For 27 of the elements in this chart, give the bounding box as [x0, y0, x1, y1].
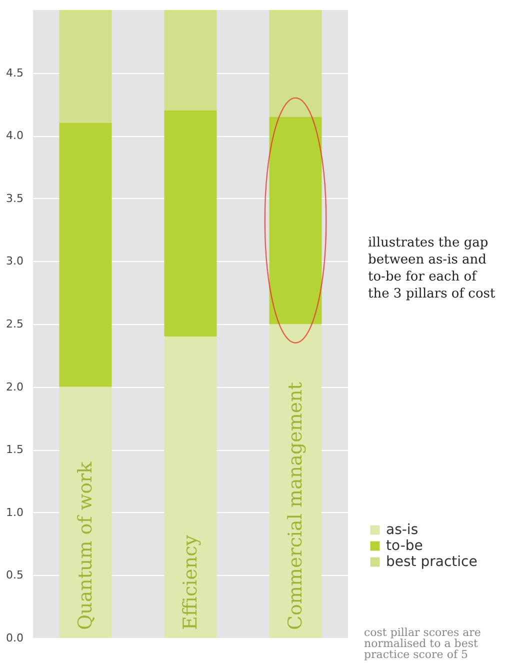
x-tick-label: Efficiency: [180, 534, 202, 630]
bar: [164, 110, 217, 337]
x-tick-label: Quantum of work: [74, 461, 96, 630]
legend-label: best practice: [386, 554, 478, 570]
bar: [164, 10, 217, 110]
bar: [269, 10, 322, 117]
y-tick-label: 2.5: [6, 318, 24, 330]
y-tick-label: 0.5: [6, 568, 24, 582]
bar: [59, 386, 112, 638]
bar: [59, 10, 112, 124]
legend-label: to-be: [386, 538, 423, 554]
bar: [269, 324, 322, 638]
bar: [59, 123, 112, 387]
y-tick-label: 4.5: [6, 66, 24, 80]
bar: [164, 336, 217, 638]
text: illustrates the gap between as-is and to-be for each of the 3 pillars of cost: [368, 235, 496, 302]
y-tick-label: 2.0: [6, 380, 24, 394]
y-tick-label: 4.0: [6, 129, 24, 142]
y-tick-label: 1.0: [6, 506, 24, 519]
y-tick-label: 3.5: [6, 192, 24, 205]
legend-label: as-is: [386, 522, 418, 538]
y-tick-label: 1.5: [6, 443, 24, 456]
text: cost pillar scores are normalised to a best practice score of 5: [364, 626, 481, 661]
y-tick-label: 0.0: [6, 632, 24, 644]
bar: [269, 116, 322, 324]
y-tick-label: 3.0: [6, 254, 24, 268]
x-tick-label: Commercial management: [284, 382, 306, 630]
